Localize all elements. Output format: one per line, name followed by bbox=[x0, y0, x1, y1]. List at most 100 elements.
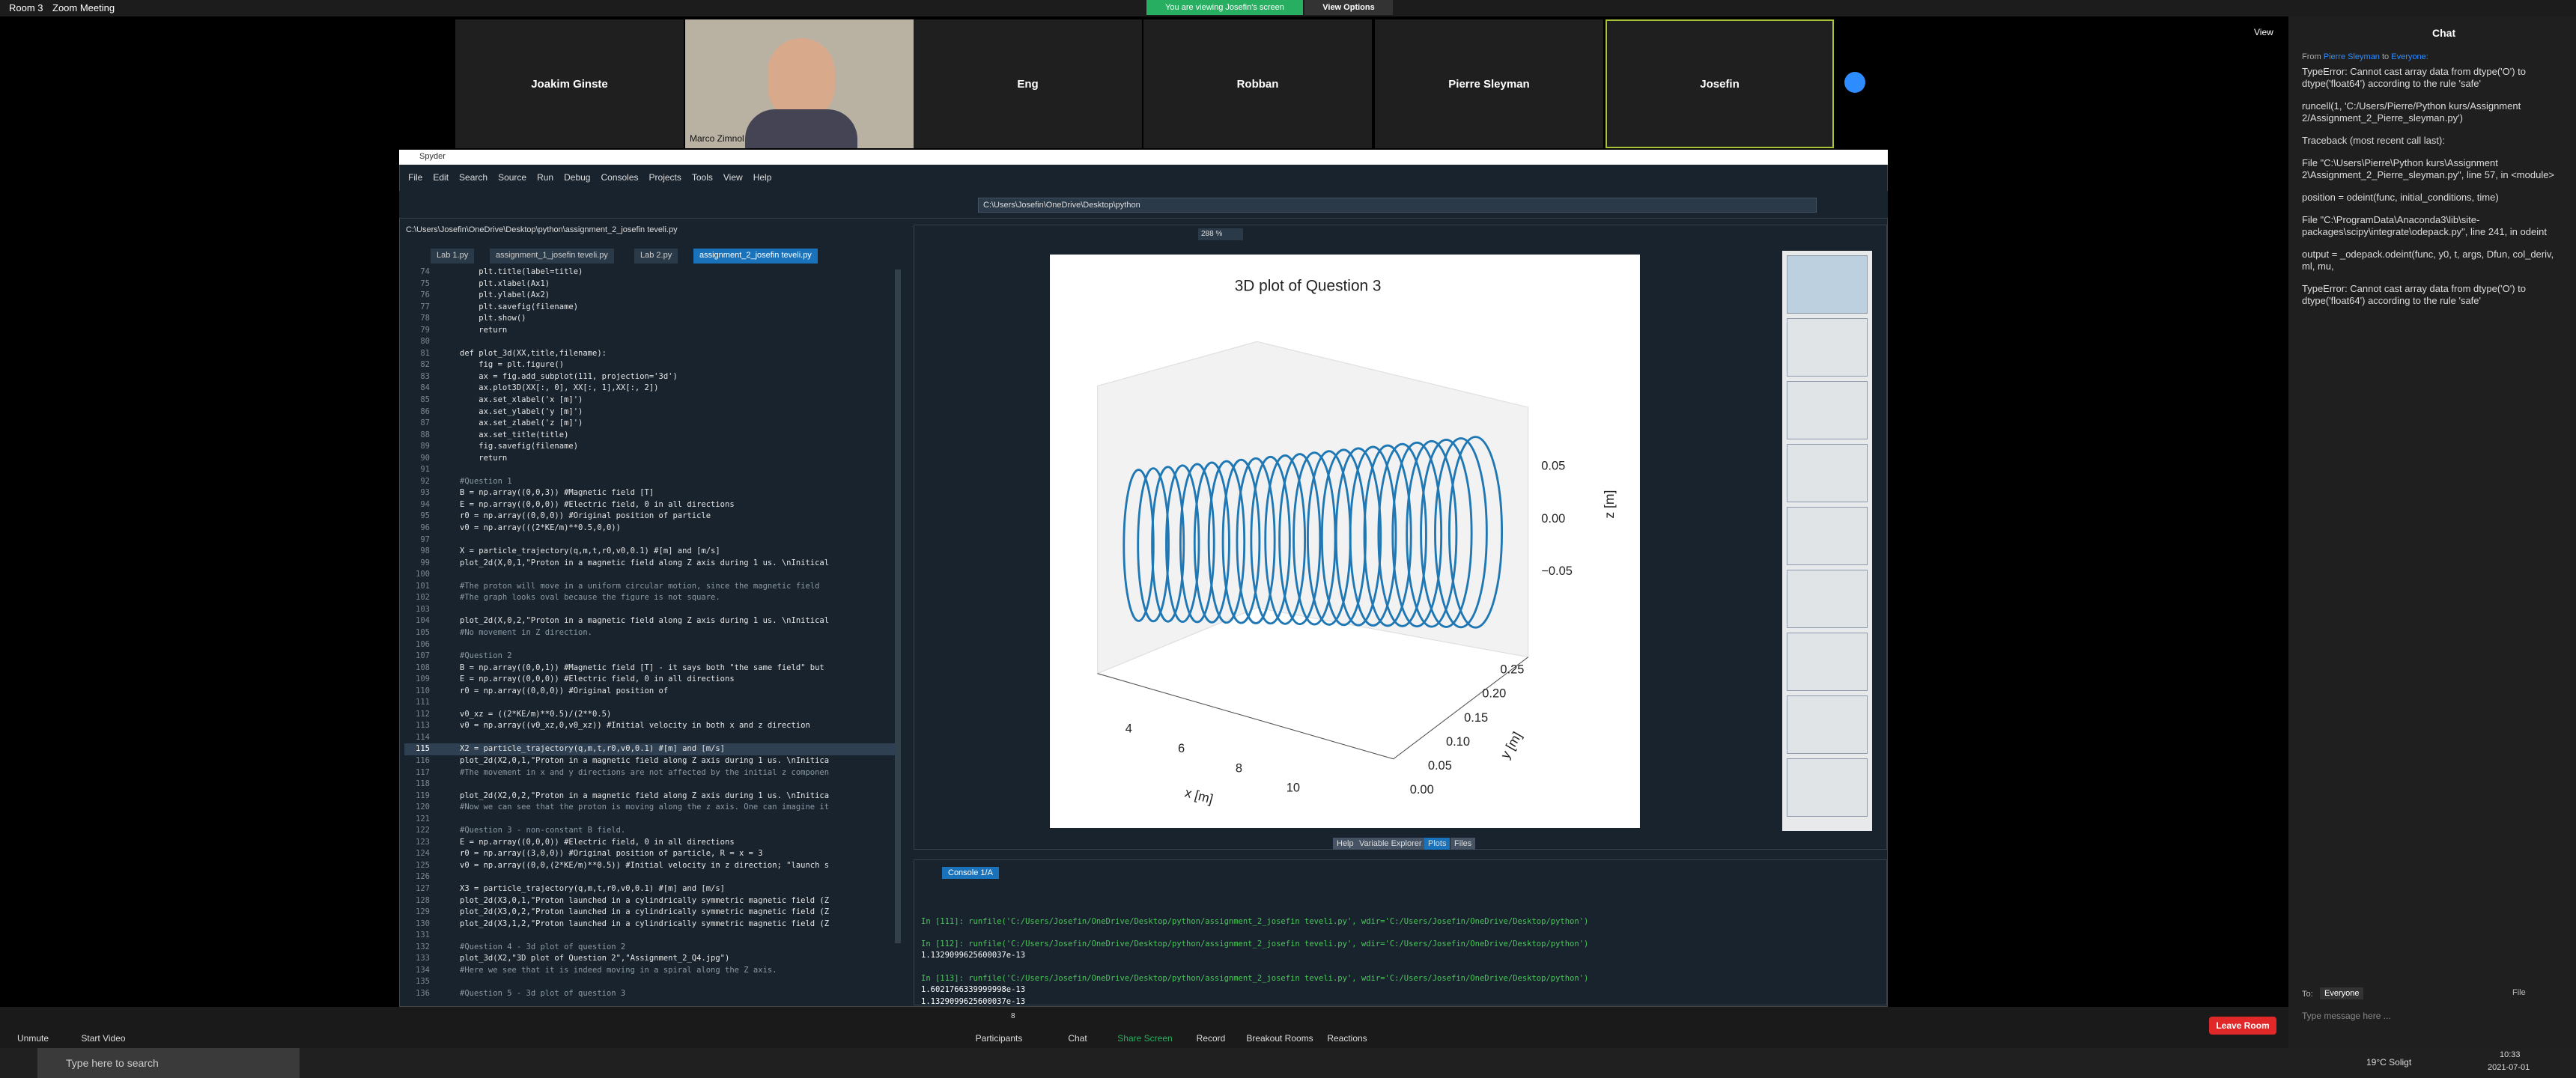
view-options[interactable]: View Options bbox=[1304, 0, 1393, 15]
breakout-rooms[interactable]: Breakout Rooms bbox=[1246, 1033, 1313, 1044]
code-text: X2 = particle_trajectory(q,m,t,r0,v0,0.1… bbox=[460, 744, 726, 754]
code-text: E = np.array((0,0,0)) #Electric field, 0… bbox=[460, 837, 735, 847]
pane-tab[interactable]: Files bbox=[1450, 838, 1476, 850]
code-text: #Here we see that it is indeed moving in… bbox=[460, 965, 777, 975]
menu-item[interactable]: File bbox=[408, 172, 423, 183]
sender: Pierre Sleyman bbox=[2323, 52, 2380, 61]
line-number: 89 bbox=[420, 442, 430, 451]
code-text: def plot_3d(XX,title,filename): bbox=[460, 348, 607, 358]
line-number: 119 bbox=[416, 791, 430, 800]
code-line: 80 bbox=[404, 336, 899, 348]
editor-tab[interactable]: Lab 1.py bbox=[431, 249, 475, 264]
line-number: 103 bbox=[416, 604, 430, 614]
spiral-ring bbox=[1137, 467, 1170, 623]
record[interactable]: Record bbox=[1196, 1033, 1226, 1044]
face bbox=[768, 38, 835, 121]
next-page[interactable] bbox=[1844, 72, 1865, 93]
x-tick-label: 4 bbox=[1126, 722, 1132, 736]
line-number: 95 bbox=[420, 511, 430, 521]
search-placeholder: Type here to search bbox=[66, 1057, 159, 1069]
recipient: Everyone: bbox=[2391, 52, 2428, 61]
search-box[interactable] bbox=[37, 1048, 300, 1078]
editor-tab[interactable]: assignment_2_josefin teveli.py bbox=[693, 249, 818, 264]
spiral-ring bbox=[1420, 439, 1473, 628]
menu-item[interactable]: Search bbox=[459, 172, 488, 183]
code-text: E = np.array((0,0,0)) #Electric field, 0… bbox=[460, 499, 735, 509]
code-line: 81 def plot_3d(XX,title,filename): bbox=[404, 348, 899, 360]
line-number: 74 bbox=[420, 267, 430, 276]
line-number: 135 bbox=[416, 977, 430, 987]
menu-item[interactable]: Help bbox=[753, 172, 772, 183]
code-text: plot_2d(X3,0,1,"Proton launched in a cyl… bbox=[460, 895, 830, 905]
pane-tab[interactable]: Plots bbox=[1424, 838, 1450, 850]
line-number: 120 bbox=[416, 803, 430, 812]
menu-item[interactable]: Debug bbox=[564, 172, 591, 183]
app-title: Zoom Meeting bbox=[52, 2, 115, 13]
code-text: plot_3d(X2,"3D plot of Question 2","Assi… bbox=[460, 954, 730, 963]
recipient-select[interactable]: Everyone bbox=[2320, 987, 2364, 999]
view-button[interactable]: View bbox=[2254, 27, 2273, 37]
cwd[interactable]: C:\Users\Josefin\OneDrive\Desktop\python bbox=[978, 198, 1817, 213]
code-line: 104 plot_2d(X,0,2,"Proton in a magnetic f… bbox=[404, 615, 899, 627]
y-tick-label: 0.15 bbox=[1464, 711, 1488, 725]
plot-title: 3D plot of Question 3 bbox=[1235, 277, 1382, 294]
spiral-ring bbox=[1377, 442, 1427, 627]
participant-tile: Josefin bbox=[1606, 19, 1834, 148]
line-number: 86 bbox=[420, 406, 430, 416]
code-text: ax.set_title(title) bbox=[460, 430, 569, 439]
participant-name: Marco Zimnol bbox=[690, 133, 744, 144]
participants[interactable]: Participants bbox=[975, 1033, 1023, 1044]
code-line: 123 E = np.array((0,0,0)) #Electric field… bbox=[404, 837, 899, 849]
code-editor: 74 plt.title(label=title) 75 plt.xlabel(A… bbox=[404, 267, 899, 1004]
menu-item[interactable]: Source bbox=[498, 172, 527, 183]
leave-room[interactable]: Leave Room bbox=[2209, 1017, 2276, 1035]
room: Room 3 bbox=[9, 2, 43, 13]
pane-tab[interactable]: Variable Explorer bbox=[1355, 838, 1426, 850]
console-output: In [111]: runfile('C:/Users/Josefin/OneD… bbox=[921, 916, 1872, 1008]
chat-button[interactable]: Chat bbox=[1068, 1033, 1087, 1044]
menu-item[interactable]: Run bbox=[537, 172, 554, 183]
trajectory bbox=[1123, 436, 1504, 629]
line-number: 78 bbox=[420, 314, 430, 323]
editor-tab[interactable]: assignment_1_josefin teveli.py bbox=[490, 249, 614, 264]
code-line: 125 v0 = np.array((0,0,(2*KE/m)**0.5)) #I… bbox=[404, 860, 899, 872]
code-line: 130 plot_2d(X3,1,2,"Proton launched in a … bbox=[404, 919, 899, 931]
code-line: 122 #Question 3 - non-constant B field. bbox=[404, 825, 899, 837]
menu-item[interactable]: Tools bbox=[691, 172, 713, 183]
editor-tab[interactable]: Lab 2.py bbox=[634, 249, 678, 264]
line-number: 81 bbox=[420, 348, 430, 358]
scrollbar bbox=[895, 270, 901, 943]
start-video[interactable]: Start Video bbox=[81, 1033, 126, 1044]
participant-name: Pierre Sleyman bbox=[1448, 77, 1530, 91]
thumbnails bbox=[1782, 251, 1872, 831]
unmute[interactable]: Unmute bbox=[16, 1033, 49, 1044]
menu-item[interactable]: Edit bbox=[433, 172, 449, 183]
spiral-ring bbox=[1349, 445, 1397, 627]
code-line: 82 fig = plt.figure() bbox=[404, 359, 899, 371]
console-tab[interactable]: Console 1/A bbox=[942, 867, 999, 879]
spiral-ring bbox=[1165, 464, 1200, 624]
menu-item[interactable]: View bbox=[723, 172, 743, 183]
chat-message: File "C:\Users\Pierre\Python kurs\Assign… bbox=[2302, 157, 2555, 180]
line-number: 127 bbox=[416, 883, 430, 893]
share-screen[interactable]: Share Screen bbox=[1117, 1033, 1173, 1044]
pane-tab[interactable]: Help bbox=[1333, 838, 1358, 850]
code-text: ax.set_zlabel('z [m]') bbox=[460, 418, 583, 428]
menu-item[interactable]: Projects bbox=[648, 172, 681, 183]
code-line: 100 bbox=[404, 569, 899, 581]
y-tick-label: 0.00 bbox=[1410, 783, 1434, 797]
code-line: 132 #Question 4 - 3d plot of question 2 bbox=[404, 942, 899, 954]
code-line: 96 v0 = np.array(((2*KE/m)**0.5,0,0)) bbox=[404, 523, 899, 535]
code-line: 84 ax.plot3D(XX[:, 0], XX[:, 1],XX[:, 2]… bbox=[404, 383, 899, 395]
chat-input[interactable]: Type message here ... bbox=[2302, 1011, 2391, 1021]
line-number: 97 bbox=[420, 535, 430, 544]
code-text: plot_2d(X,0,2,"Proton in a magnetic fiel… bbox=[460, 616, 830, 626]
code-line: 85 ax.set_xlabel('x [m]') bbox=[404, 395, 899, 406]
code-text: #Now we can see that the proton is movin… bbox=[460, 803, 830, 812]
file-button[interactable]: File bbox=[2512, 988, 2526, 997]
menu-item[interactable]: Consoles bbox=[601, 172, 639, 183]
thumbnail bbox=[1787, 507, 1868, 565]
reactions[interactable]: Reactions bbox=[1327, 1033, 1367, 1044]
code-line: 127 X3 = particle_trajectory(q,m,t,r0,v0,… bbox=[404, 883, 899, 895]
thumbnail bbox=[1787, 758, 1868, 817]
